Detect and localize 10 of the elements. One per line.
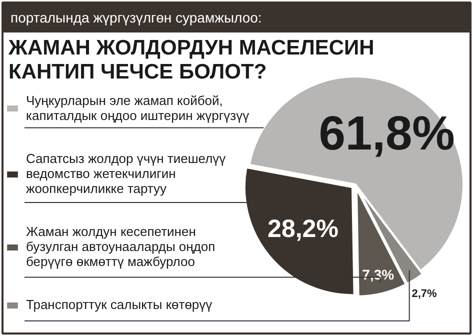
data-label: 61,8% xyxy=(318,107,455,160)
legend-label: Сапатсыз жолдор үчүн тиешелүү ведомство жетекчилигин жоопкерчиликке тартуу xyxy=(26,151,226,196)
chart-subtitle: порталында жүргүзүлгөн сурамжылоо: xyxy=(10,10,262,26)
data-label: 28,2% xyxy=(268,214,338,243)
data-label: 7,3% xyxy=(362,266,395,282)
legend-label: Транспорттук салыкты көтөрүү xyxy=(26,297,212,312)
legend-label: Жаман жолдун кесепетинен бузулган автоунааларды оңдоп берүүгө өкмөттү мажбурлоо xyxy=(26,224,216,269)
legend-label: Чуңкурларын эле жамап койбой, капиталдык оңдоо иштерин жүргүзүү xyxy=(26,93,250,123)
chart-title: ЖАМАН ЖОЛДОРДУН МАСЕЛЕСИН КАНТИП ЧЕЧСЕ БОЛОТ? xyxy=(8,36,374,84)
data-label: 2,7% xyxy=(412,288,438,300)
